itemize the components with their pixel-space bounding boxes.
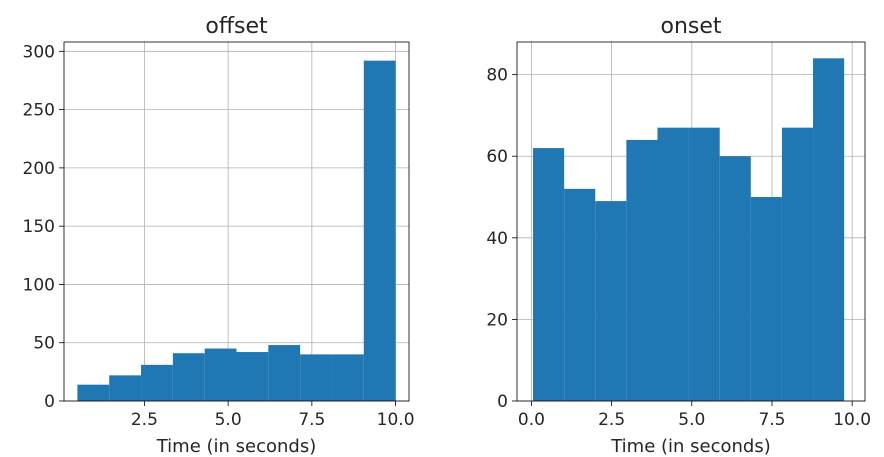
histogram-bar (141, 364, 173, 401)
x-axis-label: Time (in seconds) (156, 436, 317, 457)
plot-area (64, 42, 409, 401)
chart-title: offset (205, 14, 268, 39)
histogram-bar (268, 345, 301, 401)
histogram-bar (109, 375, 142, 401)
x-tick-label: 7.5 (758, 410, 785, 430)
y-tick-label: 50 (33, 334, 55, 354)
x-tick-label: 2.5 (598, 410, 625, 430)
y-tick-label: 60 (486, 147, 508, 167)
x-tick-label: 0.0 (518, 410, 545, 430)
histogram-bar (750, 197, 782, 401)
x-tick-label: 7.5 (298, 410, 325, 430)
x-tick-label: 10.0 (377, 410, 415, 430)
y-tick-label: 300 (23, 42, 55, 62)
histogram-bar (204, 348, 237, 401)
histogram-bar (300, 354, 332, 401)
histogram-bar (236, 352, 269, 401)
histogram-bar (813, 58, 845, 402)
onset-histogram: 0.0 2.5 5.0 7.5 10.0 0 20 40 60 80 onset Time (in s… (486, 14, 871, 457)
y-tick-label: 250 (23, 101, 55, 121)
y-tick-label: 80 (486, 66, 508, 86)
histogram-bar (533, 148, 565, 401)
plot-frame (63, 41, 410, 402)
histogram-bar (688, 127, 720, 401)
y-tick-label: 0 (497, 392, 508, 412)
histogram-bar (657, 127, 689, 401)
y-tick-label: 150 (23, 217, 55, 237)
histogram-bar (331, 354, 364, 401)
histogram-bar (719, 156, 751, 401)
histogram-bar (626, 139, 658, 401)
histogram-bar (781, 127, 814, 401)
x-tick-label: 2.5 (131, 410, 158, 430)
x-tick-label: 10.0 (833, 410, 871, 430)
y-tick-label: 40 (486, 229, 508, 249)
x-tick-label: 5.0 (678, 410, 705, 430)
chart-title: onset (660, 14, 721, 39)
histogram-bar (363, 60, 396, 401)
offset-histogram: 2.5 5.0 7.5 10.0 0 50 100 150 200 250 300 offset Tim… (23, 14, 415, 457)
plot-frame (516, 41, 866, 402)
histogram-bar (595, 201, 627, 401)
histogram-bar (172, 353, 205, 401)
y-tick-label: 200 (23, 159, 55, 179)
y-tick-label: 20 (486, 310, 508, 330)
histogram-bar (564, 188, 596, 401)
y-tick-label: 0 (44, 392, 55, 412)
x-tick-label: 5.0 (215, 410, 242, 430)
x-axis-label: Time (in seconds) (610, 436, 771, 457)
y-tick-label: 100 (23, 275, 55, 295)
histogram-bar (77, 384, 110, 401)
